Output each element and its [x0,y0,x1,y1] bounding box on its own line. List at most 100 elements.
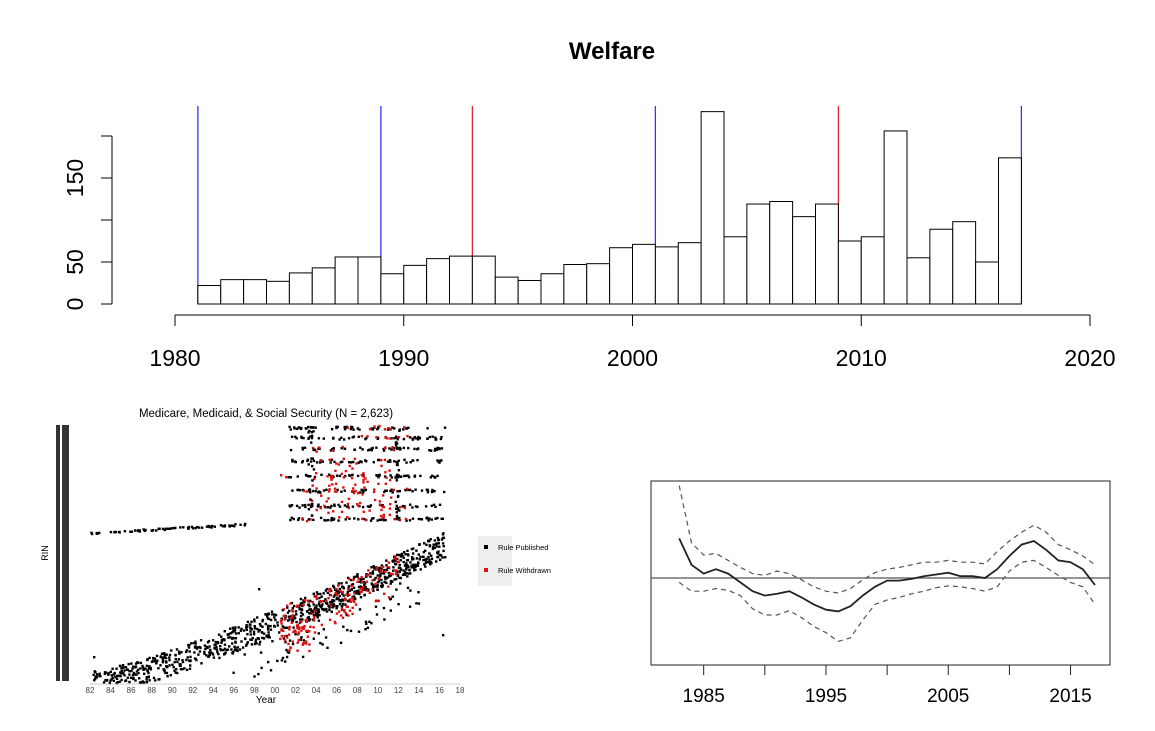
point-published [292,626,295,629]
point-published [294,610,298,613]
point-published [430,504,434,507]
point-published [424,558,427,561]
point-published [353,448,356,451]
point-published [416,505,419,509]
point-published [180,651,183,654]
point-published [389,582,392,585]
point-published [408,519,412,522]
point-published [377,568,380,571]
point-published [360,577,364,580]
point-published [207,639,211,643]
point-published [424,565,427,568]
rin-scatter-panel: Medicare, Medicaid, & Social Security (N… [40,408,551,706]
point-published [364,488,368,492]
point-published [441,542,445,545]
point-withdrawn [378,503,382,506]
point-published [301,655,305,659]
point-withdrawn [335,594,339,597]
point-published [252,630,256,633]
point-published [402,437,406,441]
point-published [441,556,444,559]
point-withdrawn [399,505,402,509]
point-published [324,519,327,522]
point-published [120,672,123,675]
point-published [215,645,218,649]
point-published [333,604,336,607]
point-withdrawn [328,488,331,491]
point-published [436,516,439,520]
point-published [301,448,305,451]
point-published [397,566,401,570]
point-published [399,447,402,451]
point-published [200,662,203,665]
point-published [417,562,420,565]
point-withdrawn [356,492,360,495]
point-published [396,508,400,511]
point-withdrawn [361,517,364,520]
point-published [438,461,441,464]
point-published [170,649,173,652]
x-tick-label: 86 [127,686,136,695]
point-published [378,473,381,477]
point-withdrawn [327,490,331,493]
point-published [290,516,293,520]
point-published [165,671,169,675]
point-published [98,672,101,675]
point-withdrawn [350,476,354,480]
point-published [261,625,264,628]
point-published [403,505,406,508]
point-published [175,648,179,651]
point-published [376,574,379,577]
point-published [153,657,157,660]
point-published [231,652,234,655]
point-published [203,652,206,655]
point-withdrawn [305,642,308,645]
point-published [195,525,199,529]
point-published [118,680,121,683]
point-published [346,628,349,632]
histogram-bar [837,240,862,305]
point-published [141,666,145,669]
point-published [205,525,209,528]
point-withdrawn [325,500,328,503]
point-published [344,603,347,606]
point-published [142,528,145,531]
point-published [310,434,314,437]
point-published [295,613,298,616]
point-published [161,658,165,661]
point-published [316,616,319,619]
point-published [407,566,410,569]
rin-label-bar-right [62,425,69,681]
point-published [318,596,321,600]
point-published [312,459,316,463]
point-published [357,518,360,521]
point-published [312,518,315,522]
point-withdrawn [346,502,350,506]
point-withdrawn [354,603,358,606]
point-published [244,637,247,640]
point-published [268,636,271,639]
point-published [143,672,146,675]
point-published [223,525,226,528]
point-withdrawn [313,609,317,613]
x-tick-label: 1995 [805,686,847,707]
y-tick-label: 150 [62,159,88,197]
point-withdrawn [362,481,365,484]
point-withdrawn [388,478,392,482]
point-published [395,570,399,574]
point-published [119,675,122,678]
point-published [142,668,145,671]
point-published [254,638,258,641]
point-published [334,588,337,592]
point-published [104,679,107,682]
point-published [319,605,323,609]
point-published [266,624,270,627]
point-withdrawn [331,483,334,486]
point-withdrawn [280,622,283,625]
point-published [298,621,302,624]
point-published [267,634,270,637]
point-published [406,558,409,562]
point-published [341,460,344,463]
point-withdrawn [341,590,345,594]
point-published [253,675,256,678]
